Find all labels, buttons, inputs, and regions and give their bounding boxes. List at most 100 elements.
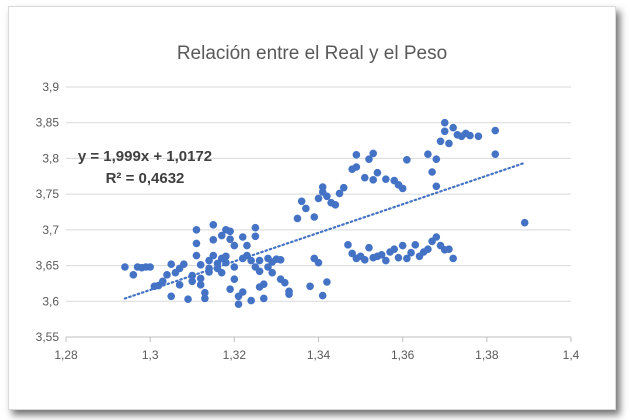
data-point	[344, 241, 352, 249]
data-point	[445, 245, 453, 253]
data-point	[436, 137, 445, 146]
data-point	[247, 256, 255, 265]
data-point	[306, 282, 314, 291]
data-point	[302, 204, 310, 213]
data-point	[339, 183, 348, 192]
trendline-equation: y = 1,999x + 1,0172	[78, 148, 212, 165]
data-point	[394, 253, 403, 262]
data-point	[188, 277, 197, 286]
data-point	[158, 277, 167, 286]
data-point	[259, 294, 268, 303]
data-point	[365, 243, 373, 252]
y-tick-label: 3,55	[36, 330, 60, 344]
data-point	[348, 249, 356, 258]
data-point	[285, 290, 293, 298]
x-tick-label: 1,36	[391, 348, 415, 362]
data-point	[192, 251, 201, 260]
data-point	[222, 252, 230, 261]
y-tick-label: 3,6	[42, 294, 59, 308]
data-point	[226, 285, 234, 293]
data-point	[251, 232, 260, 241]
data-point	[382, 256, 390, 265]
data-point	[360, 173, 369, 182]
data-point	[297, 197, 306, 206]
data-point	[432, 155, 441, 163]
data-point	[369, 176, 378, 184]
data-point	[251, 223, 260, 232]
data-point	[163, 271, 171, 279]
r-squared-label: R² = 0,4632	[106, 170, 185, 187]
data-point	[238, 288, 247, 296]
chart-card: Relación entre el Real y el Peso 3,55 3,6…	[8, 6, 616, 410]
data-point	[121, 263, 129, 271]
data-point	[217, 231, 226, 240]
data-point	[146, 263, 154, 271]
x-tick-label: 1,3	[142, 348, 159, 362]
data-point	[230, 275, 239, 283]
data-point	[180, 260, 188, 268]
data-point	[377, 251, 386, 259]
data-point	[201, 288, 209, 297]
data-point	[196, 274, 205, 283]
data-point	[205, 256, 213, 265]
chart-title: Relación entre el Real y el Peso	[177, 43, 447, 64]
data-point	[175, 281, 184, 289]
data-point	[238, 233, 247, 241]
y-axis-ticks: 3,55 3,6 3,65 3,7 3,75 3,8 3,85 3,9	[36, 80, 60, 344]
data-point	[491, 126, 500, 135]
data-point	[440, 127, 449, 136]
data-point	[196, 261, 205, 269]
data-point	[365, 155, 373, 163]
data-point	[445, 139, 453, 148]
y-tick-label: 3,7	[42, 223, 59, 237]
data-point	[382, 175, 390, 183]
data-point	[230, 263, 239, 271]
data-point	[373, 168, 382, 177]
data-point	[314, 258, 323, 267]
x-tick-label: 1,34	[307, 348, 331, 362]
x-axis-ticks: 1,28 1,3 1,32 1,34 1,36 1,38 1,4	[54, 337, 580, 362]
data-point	[281, 278, 289, 287]
x-tick-label: 1,32	[223, 348, 247, 362]
data-point	[293, 214, 302, 223]
data-point	[314, 194, 323, 203]
trendline-group	[123, 161, 526, 300]
data-point	[205, 268, 213, 276]
data-point	[369, 149, 378, 158]
data-point	[323, 278, 331, 286]
data-point	[428, 168, 436, 176]
data-point	[466, 131, 474, 140]
data-point	[403, 156, 411, 164]
data-point	[440, 118, 449, 127]
data-point	[222, 258, 230, 267]
data-point	[234, 300, 243, 308]
data-point	[520, 218, 529, 227]
data-points	[121, 118, 529, 308]
data-point	[264, 263, 272, 271]
data-point	[449, 254, 457, 263]
data-point	[491, 150, 500, 158]
y-tick-label: 3,85	[36, 116, 60, 130]
grid	[66, 86, 571, 338]
data-point	[398, 241, 407, 250]
data-point	[230, 241, 239, 250]
data-point	[192, 239, 201, 248]
data-point	[196, 281, 205, 289]
data-point	[247, 296, 255, 305]
data-point	[398, 184, 407, 193]
data-point	[424, 245, 432, 253]
trendline	[123, 161, 526, 300]
data-point	[390, 245, 399, 253]
data-point	[209, 251, 218, 260]
data-point	[411, 241, 420, 249]
data-point	[217, 268, 226, 277]
data-point	[360, 256, 369, 264]
data-point	[335, 189, 344, 198]
data-point	[268, 268, 277, 277]
y-tick-label: 3,8	[42, 151, 59, 165]
data-point	[226, 235, 234, 243]
data-point	[352, 163, 361, 171]
y-tick-label: 3,75	[36, 187, 60, 201]
data-point	[424, 150, 432, 158]
data-point	[276, 256, 285, 264]
